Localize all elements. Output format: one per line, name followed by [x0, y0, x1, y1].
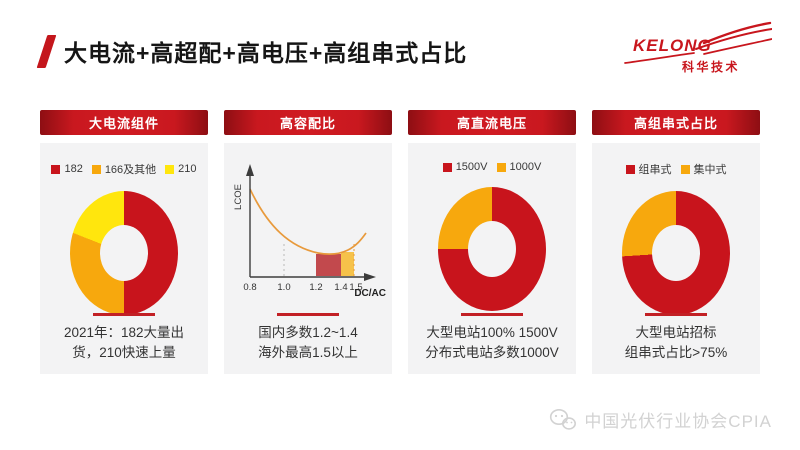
panel-card: 组串式 集中式 大型电站招标 组串式占比>75% [592, 143, 760, 374]
x-tick: 1.2 [309, 282, 322, 293]
panel-header: 大电流组件 [40, 110, 208, 135]
panel-header: 高组串式占比 [592, 110, 760, 135]
watermark-text: 中国光伏行业协会CPIA [584, 412, 772, 431]
panel-header: 高容配比 [224, 110, 392, 135]
caption-line: 国内多数1.2~1.4 [258, 325, 358, 340]
legend-label: 1500V [455, 161, 488, 173]
legend-item: 集中式 [680, 161, 727, 177]
donut-chart-module-share [70, 191, 178, 315]
panel-header: 高直流电压 [408, 110, 576, 135]
chart-legend: 1500V 1000V [442, 161, 542, 173]
donut-chart-inverter-share [622, 191, 730, 315]
x-axis-label: DC/AC [354, 288, 386, 299]
title-row: 大电流+高超配+高电压+高组串式占比 [36, 34, 468, 68]
legend-label: 166及其他 [104, 164, 157, 176]
band-domestic [316, 254, 341, 276]
caption-line: 2021年：182大量出 [63, 325, 185, 340]
logo-brand-text: KELONG [633, 36, 712, 55]
logo-swoosh [624, 52, 695, 64]
legend-marker [91, 164, 101, 174]
kelong-logo-graphic: KELONG 科华技术 [624, 21, 773, 74]
band-overseas [341, 252, 354, 276]
x-axis-arrow [364, 273, 376, 281]
panel-dc-ac-ratio: 高容配比 LCOE 0.8 1.0 1.2 [224, 110, 392, 374]
x-tick: 0.8 [243, 282, 256, 293]
x-tick: 1.5 [349, 282, 362, 293]
logo-subtitle-text: 科华技术 [682, 59, 740, 74]
red-slash-icon [36, 34, 57, 68]
donut-chart-voltage-share [438, 187, 546, 311]
caption-line: 货，210快速上量 [72, 345, 176, 361]
caption-line: 分布式电站多数1000V [425, 345, 559, 361]
legend-marker [496, 162, 506, 172]
caption-divider [461, 313, 523, 316]
legend-item: 210 [165, 163, 197, 175]
panel-caption: 大型电站100% 1500V 分布式电站多数1000V [408, 323, 576, 364]
chart-legend: 182 166及其他 210 [51, 161, 197, 177]
legend-item: 166及其他 [91, 161, 157, 177]
legend-item: 1500V [442, 161, 488, 173]
legend-item: 182 [51, 163, 83, 175]
caption-divider [93, 313, 155, 316]
caption-line: 大型电站招标 [635, 325, 717, 340]
panel-caption: 2021年：182大量出 货，210快速上量 [40, 323, 208, 364]
caption-divider [277, 313, 339, 316]
panel-dc-voltage: 高直流电压 1500V 1000V 大型电站100% 1500V 分布式电站多数… [408, 110, 576, 374]
donut-hole [652, 225, 700, 281]
legend-item: 1000V [496, 161, 542, 173]
panel-string-inverter-share: 高组串式占比 组串式 集中式 大型电站招标 组串式占比>75% [592, 110, 760, 374]
y-axis-arrow [246, 164, 254, 176]
legend-item: 组串式 [625, 161, 672, 177]
panel-card: 1500V 1000V 大型电站100% 1500V 分布式电站多数1000V [408, 143, 576, 374]
legend-label: 210 [178, 163, 197, 175]
panel-caption: 大型电站招标 组串式占比>75% [592, 323, 760, 364]
legend-label: 集中式 [693, 164, 727, 176]
donut-hole [468, 221, 516, 277]
legend-marker [442, 162, 452, 172]
caption-line: 大型电站100% 1500V [426, 325, 558, 340]
legend-label: 182 [64, 163, 83, 175]
wechat-icon [550, 408, 577, 430]
lcoe-chart: LCOE 0.8 1.0 1.2 1.4 1.5 DC/AC [233, 164, 386, 299]
legend-marker [165, 164, 175, 174]
caption-divider [645, 313, 707, 316]
y-axis-label: LCOE [233, 184, 244, 210]
x-tick: 1.0 [277, 282, 290, 293]
caption-line: 海外最高1.5以上 [258, 345, 358, 361]
lcoe-curve [249, 188, 367, 256]
legend-marker [51, 164, 61, 174]
kelong-logo: KELONG 科华技术 [620, 18, 773, 78]
footer-watermark: 中国光伏行业协会CPIA [549, 407, 772, 432]
panel-caption: 国内多数1.2~1.4 海外最高1.5以上 [224, 323, 392, 364]
panel-columns: 大电流组件 182 166及其他 210 [40, 110, 760, 374]
chart-legend: 组串式 集中式 [625, 161, 727, 177]
legend-marker [680, 164, 690, 174]
panel-large-current-modules: 大电流组件 182 166及其他 210 [40, 110, 208, 374]
panel-card: LCOE 0.8 1.0 1.2 1.4 1.5 DC/AC 国内多数1.2~1… [224, 143, 392, 374]
legend-label: 组串式 [638, 164, 672, 176]
panel-card: 182 166及其他 210 2021年：182大量出 货，210快速上量 [40, 143, 208, 374]
legend-label: 1000V [509, 161, 542, 173]
legend-marker [625, 164, 635, 174]
logo-swoosh [703, 38, 773, 55]
logo-swoosh [702, 21, 772, 45]
x-tick: 1.4 [334, 282, 347, 293]
page-title: 大电流+高超配+高电压+高组串式占比 [64, 40, 468, 66]
donut-hole [100, 225, 148, 281]
logo-swoosh [695, 28, 773, 50]
caption-line: 组串式占比>75% [624, 345, 728, 361]
